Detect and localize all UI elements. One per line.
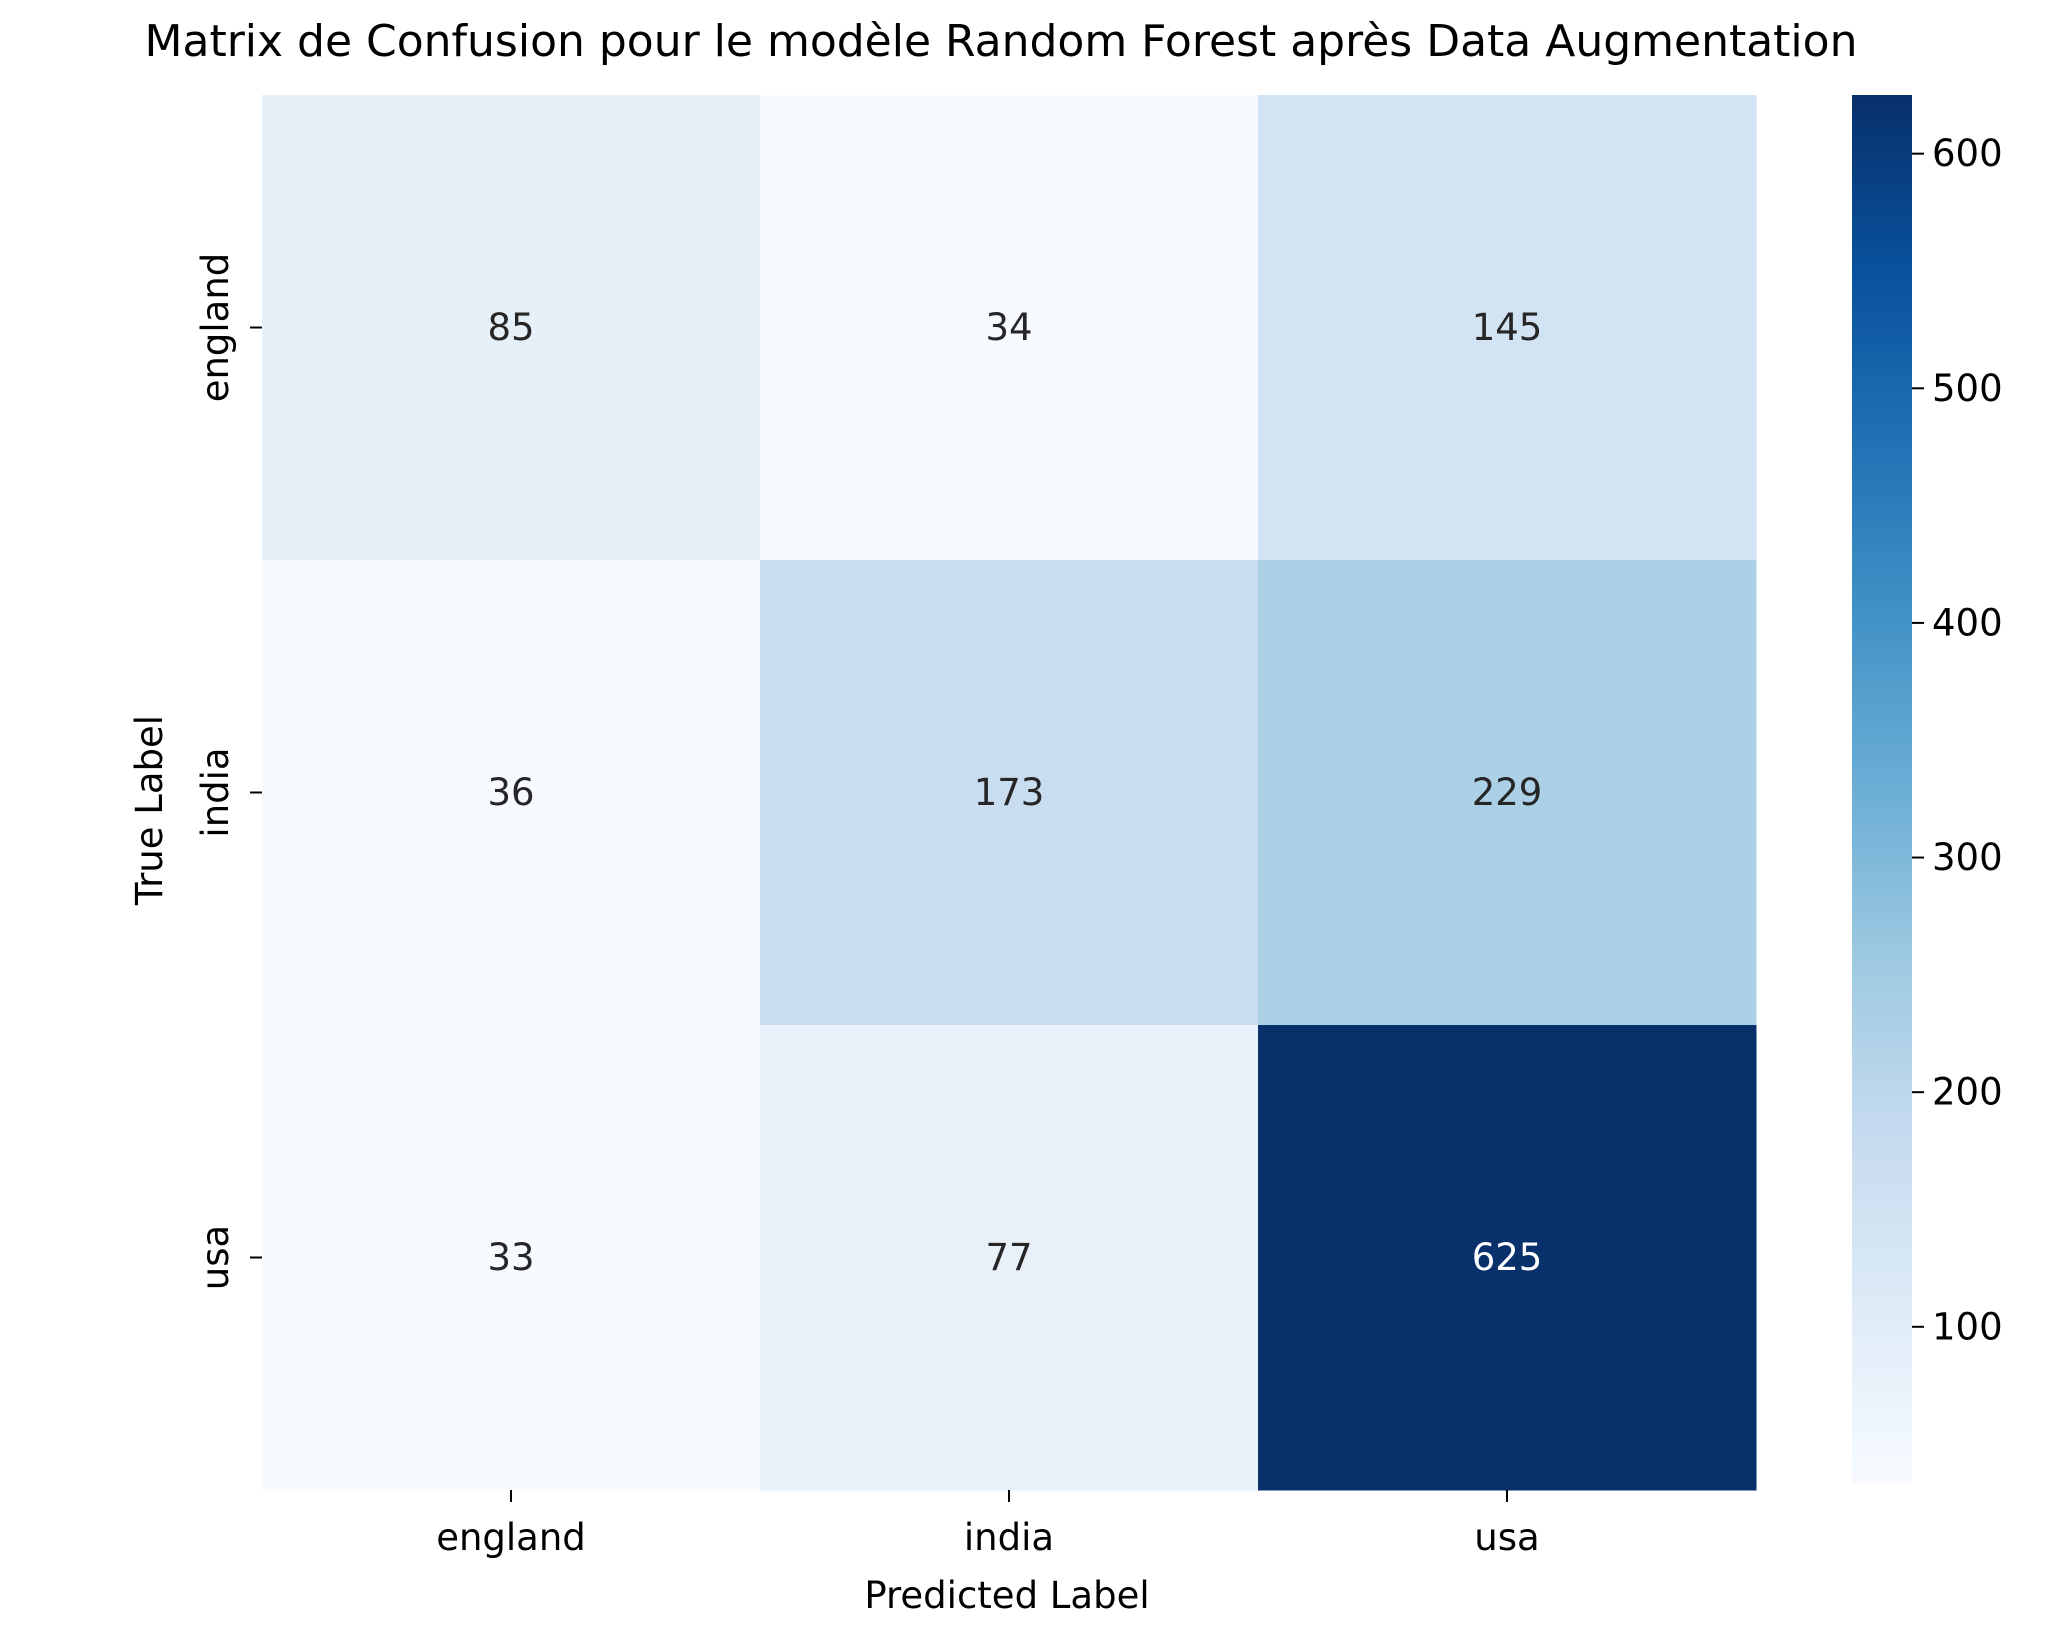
x-axis-label: Predicted Label xyxy=(864,1574,1149,1617)
heatmap-cell xyxy=(262,1025,761,1491)
colorbar-tick-label: 300 xyxy=(1932,836,2003,879)
cell-value-label: 33 xyxy=(487,1236,534,1279)
cell-value-label: 77 xyxy=(985,1236,1032,1279)
cell-value-label: 34 xyxy=(985,306,1032,349)
heatmap-cell xyxy=(262,95,761,561)
colorbar-tick-label: 200 xyxy=(1932,1071,2003,1114)
x-tick-label: usa xyxy=(1474,1516,1539,1559)
colorbar-tick-label: 100 xyxy=(1932,1305,2003,1348)
heatmap-cells xyxy=(262,95,1757,1491)
heatmap-cell xyxy=(1258,560,1757,1026)
heatmap-cell xyxy=(760,560,1259,1026)
y-tick-label: india xyxy=(194,747,237,837)
heatmap-cell xyxy=(760,95,1259,561)
cell-value-label: 173 xyxy=(974,771,1045,814)
heatmap-cell xyxy=(1258,1025,1757,1491)
colorbar-tick-label: 400 xyxy=(1932,601,2003,644)
cell-value-label: 625 xyxy=(1472,1236,1543,1279)
colorbar xyxy=(1852,95,1912,1484)
y-tick-label: usa xyxy=(194,1225,237,1290)
colorbar-ticks: 100 200 300 400 500 600 xyxy=(1912,132,2003,1348)
y-axis-ticks: england india usa xyxy=(194,253,262,1290)
heatmap-cell-labels: 85 34 145 36 173 229 33 77 625 xyxy=(487,306,1542,1279)
x-tick-label: england xyxy=(436,1516,586,1559)
cell-value-label: 145 xyxy=(1472,306,1543,349)
y-tick-label: england xyxy=(194,253,237,403)
cell-value-label: 85 xyxy=(487,306,534,349)
x-axis-ticks: england india usa xyxy=(436,1490,1540,1559)
y-axis-label: True Label xyxy=(128,715,171,906)
x-tick-label: india xyxy=(964,1516,1054,1559)
heatmap-cell xyxy=(760,1025,1259,1491)
cell-value-label: 36 xyxy=(487,771,534,814)
heatmap-cell xyxy=(262,560,761,1026)
cell-value-label: 229 xyxy=(1472,771,1543,814)
colorbar-tick-label: 600 xyxy=(1932,132,2003,175)
colorbar-tick-label: 500 xyxy=(1932,367,2003,410)
chart-title: Matrix de Confusion pour le modèle Rando… xyxy=(145,16,1858,67)
heatmap-cell xyxy=(1258,95,1757,561)
